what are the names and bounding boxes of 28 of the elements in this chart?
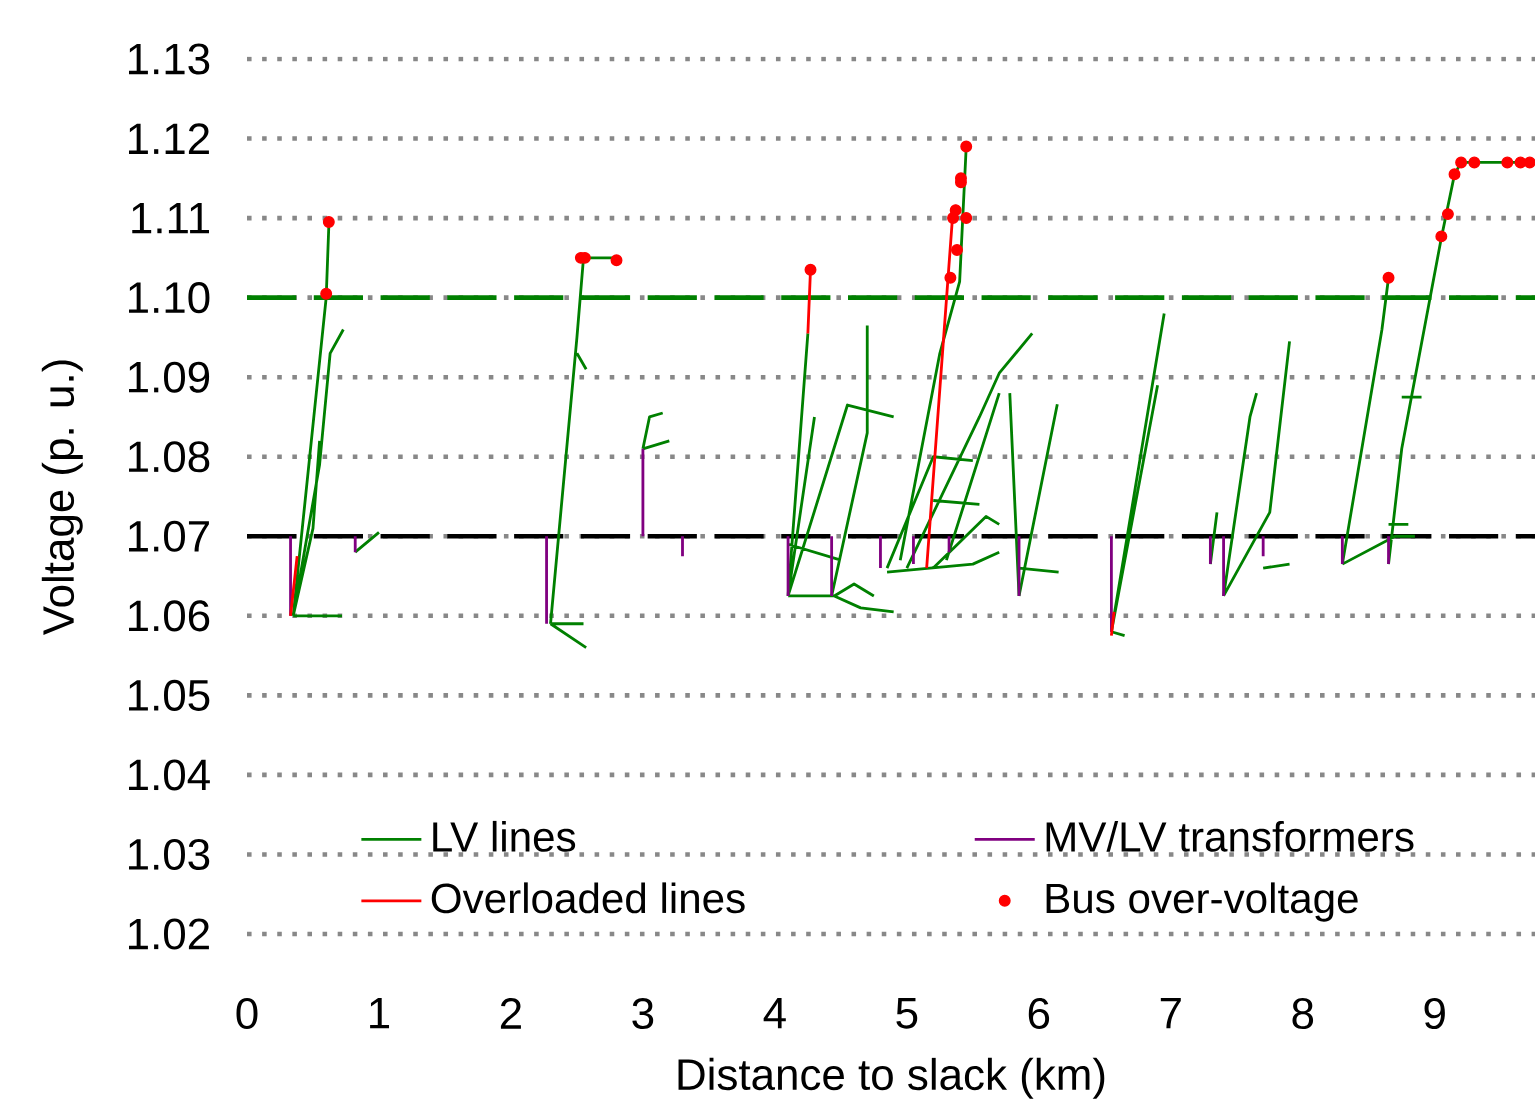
legend-label: MV/LV transformers (1046, 820, 1414, 852)
x-tick-label: 3 (632, 997, 654, 1030)
y-axis-title: Voltage (p. u.) (41, 360, 83, 636)
y-tick-label: 1.10 (129, 282, 210, 314)
x-tick-label: 6 (1028, 997, 1050, 1030)
x-tick-label: 8 (1292, 997, 1314, 1030)
y-tick-label: 1.07 (129, 520, 209, 552)
x-axis-title: Distance to slack (km) (678, 1057, 1105, 1099)
x-tick-label: 4 (763, 997, 786, 1029)
legend-label: LV lines (433, 820, 576, 852)
x-tick-label: 9 (1424, 997, 1445, 1030)
y-tick-label: 1.05 (129, 679, 210, 711)
y-tick-label: 1.02 (129, 918, 209, 950)
x-tick-label: 5 (896, 997, 918, 1029)
x-tick-label: 0 (236, 997, 258, 1030)
y-tick-label: 1.04 (129, 759, 210, 791)
y-tick-label: 1.13 (129, 43, 210, 75)
x-tick-label: 7 (1160, 997, 1181, 1029)
x-tick-label: 2 (500, 997, 521, 1029)
legend-label: Overloaded lines (431, 882, 745, 914)
y-tick-label: 1.08 (129, 441, 210, 473)
y-tick-label: 1.03 (129, 838, 210, 871)
y-tick-label: 1.11 (132, 203, 209, 234)
legend-label: Bus over-voltage (1046, 882, 1358, 922)
x-tick-label: 1 (370, 997, 390, 1029)
y-tick-label: 1.06 (129, 600, 210, 632)
y-tick-label: 1.12 (129, 123, 209, 154)
y-tick-label: 1.09 (129, 361, 210, 393)
